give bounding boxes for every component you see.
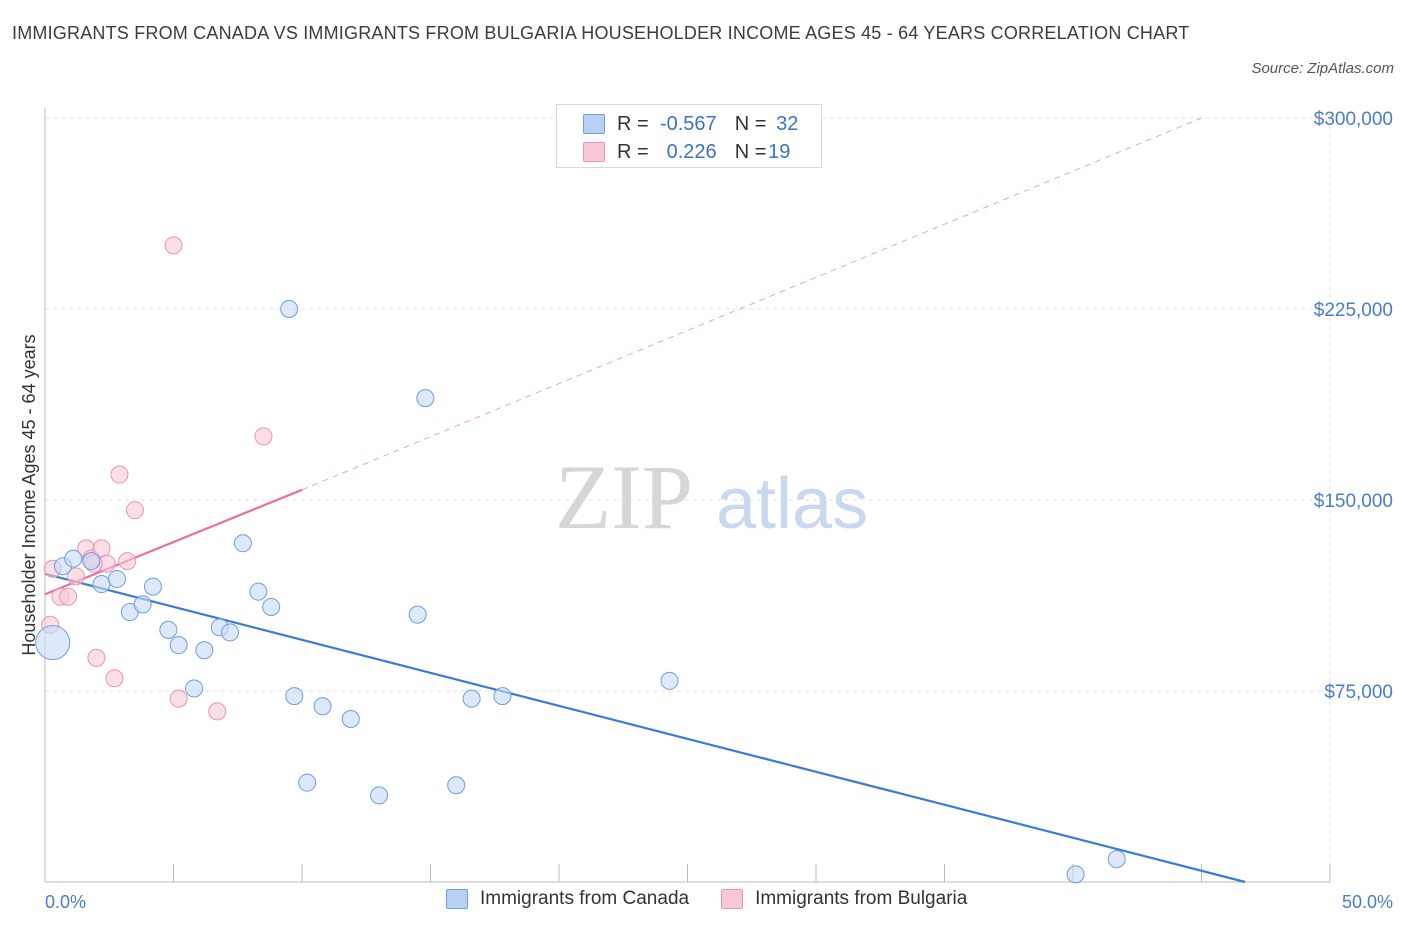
watermark-atlas: atlas <box>716 464 868 544</box>
bulgaria-point <box>59 587 78 606</box>
canada-point <box>262 597 281 616</box>
bulgaria-point <box>208 702 227 721</box>
canada-point <box>185 679 204 698</box>
bulgaria-point <box>66 567 85 586</box>
bulgaria-trend-extension <box>301 117 1202 491</box>
canada-point <box>82 552 101 571</box>
y-tick-label: $75,000 <box>1324 682 1393 703</box>
legend-row-bulgaria: R = 0.226 N = 19 <box>583 139 790 165</box>
n-label: N = <box>734 112 767 135</box>
watermark-zip: ZIP <box>555 446 693 548</box>
bulgaria-point <box>87 648 106 667</box>
data-points <box>35 236 1126 884</box>
canada-point <box>35 625 71 661</box>
axis-labels: $75,000 $150,000 $225,000 $300,000 0.0% 50.0%… <box>19 109 1393 912</box>
canada-point <box>107 569 126 588</box>
canada-point <box>64 549 83 568</box>
bulgaria-point <box>164 236 183 255</box>
bulgaria-point <box>105 669 124 688</box>
source-label: Source: ZipAtlas.com <box>1251 60 1394 77</box>
n-value: 32 <box>776 112 799 135</box>
canada-point <box>195 641 214 660</box>
r-value: -0.567 <box>659 112 717 135</box>
trend-lines <box>44 117 1246 884</box>
canada-point <box>1107 850 1126 869</box>
canada-point <box>493 687 512 706</box>
bulgaria-point <box>125 501 144 520</box>
correlation-legend: R = -0.567 N = 32 R = 0.226 N = 19 <box>556 104 822 168</box>
canada-point <box>169 636 188 655</box>
canada-point <box>370 786 389 805</box>
canada-point <box>462 689 481 708</box>
canada-point <box>280 300 299 318</box>
canada-point <box>660 671 679 690</box>
canada-point <box>159 620 178 639</box>
canada-swatch <box>583 114 605 134</box>
bulgaria-swatch <box>583 142 605 162</box>
canada-point <box>143 577 162 596</box>
y-axis-title: Householder Income Ages 45 - 64 years <box>19 334 39 655</box>
canada-trend-line <box>44 572 1246 884</box>
legend-label-canada: Immigrants from Canada <box>480 888 690 909</box>
axes <box>44 108 1331 883</box>
canada-point <box>313 697 332 716</box>
r-value: 0.226 <box>666 140 717 163</box>
chart-title: IMMIGRANTS FROM CANADA VS IMMIGRANTS FRO… <box>12 23 1190 43</box>
y-tick-label: $300,000 <box>1314 109 1393 130</box>
legend-item-bulgaria[interactable]: Immigrants from Bulgaria <box>721 888 967 910</box>
x-tick-label: 0.0% <box>45 892 86 912</box>
bulgaria-trend-line <box>44 488 303 596</box>
canada-point <box>408 605 427 624</box>
canada-point <box>341 710 360 729</box>
x-tick-label: 50.0% <box>1342 892 1393 912</box>
canada-point <box>298 773 317 792</box>
canada-point <box>221 623 240 642</box>
bulgaria-point <box>118 552 137 571</box>
canada-point <box>416 389 435 408</box>
canada-point <box>92 575 111 594</box>
canada-point <box>447 776 466 795</box>
bulgaria-point <box>169 689 188 708</box>
n-label: N = <box>734 140 767 163</box>
y-tick-label: $150,000 <box>1314 491 1393 512</box>
y-tick-label: $225,000 <box>1314 300 1393 321</box>
bulgaria-swatch <box>721 889 744 909</box>
r-label: R = <box>617 140 649 163</box>
r-label: R = <box>617 112 649 135</box>
canada-point <box>285 687 304 706</box>
canada-swatch <box>446 889 468 909</box>
canada-point <box>133 595 152 614</box>
series-legend: Immigrants from Canada Immigrants from B… <box>446 888 999 910</box>
legend-row-canada: R = -0.567 N = 32 <box>583 111 798 137</box>
canada-point <box>249 582 268 601</box>
legend-item-canada[interactable]: Immigrants from Canada <box>446 888 689 910</box>
canada-point <box>233 534 252 553</box>
watermark: ZIP atlas <box>555 446 868 548</box>
n-value: 19 <box>768 140 791 163</box>
canada-point <box>1066 865 1085 884</box>
bulgaria-point <box>110 465 129 484</box>
legend-label-bulgaria: Immigrants from Bulgaria <box>755 888 968 909</box>
bulgaria-point <box>254 427 273 446</box>
